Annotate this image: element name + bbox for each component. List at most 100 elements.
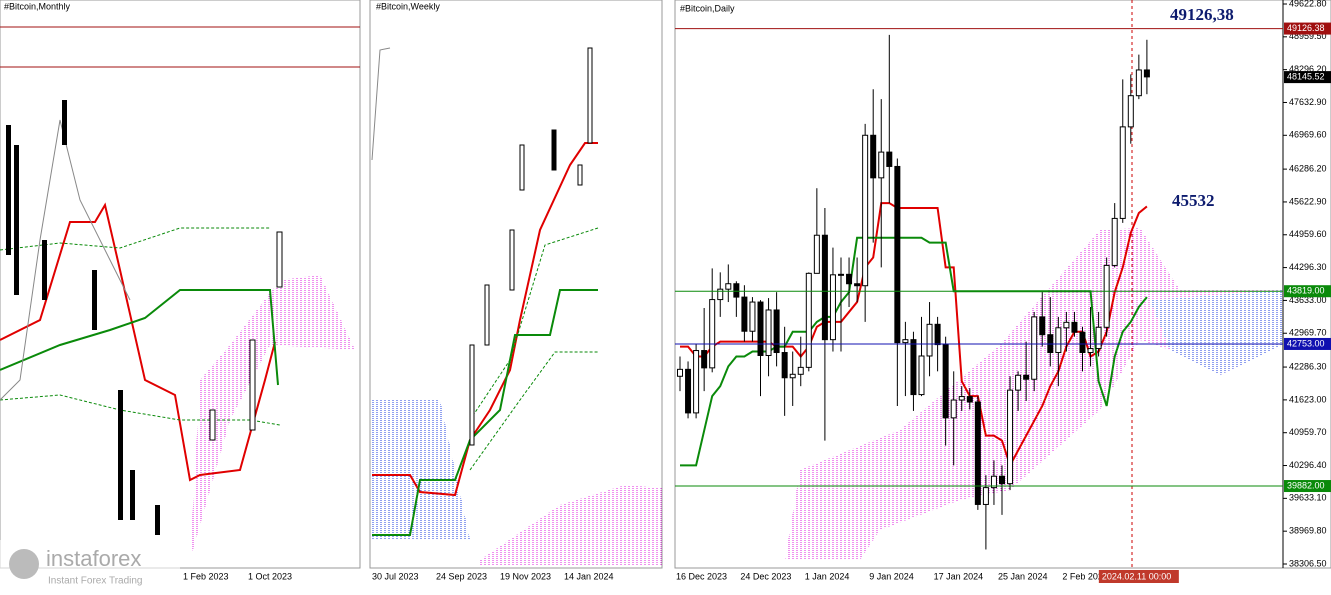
- y-tick-label: 38969.80: [1289, 526, 1327, 536]
- date-label: 1 Oct 2023: [248, 571, 292, 581]
- candle-body: [693, 350, 700, 414]
- candle-body: [1103, 264, 1110, 328]
- x-tick-label: 24 Dec 2023: [740, 571, 791, 581]
- candle-body: [838, 273, 844, 276]
- candle-body: [982, 487, 989, 505]
- candle-body: [1007, 389, 1014, 485]
- price-label: 48145.52: [1287, 71, 1325, 81]
- candle-body: [1031, 316, 1038, 380]
- date-label: 19 Nov 2023: [500, 571, 551, 581]
- candle-body: [1111, 217, 1118, 266]
- y-tick-label: 49622.80: [1289, 0, 1327, 8]
- candle-body: [805, 272, 812, 368]
- annotation: 49126,38: [1170, 5, 1234, 24]
- candle-body: [757, 301, 764, 356]
- cloud: [480, 485, 662, 565]
- candles: [6, 100, 283, 535]
- annotation: 45532: [1172, 191, 1215, 210]
- y-tick-label: 44959.60: [1289, 229, 1327, 239]
- candle-body: [765, 309, 772, 356]
- panel-title: #Bitcoin,Monthly: [4, 1, 71, 11]
- x-tick-label: 16 Dec 2023: [676, 571, 727, 581]
- y-tick-label: 42969.70: [1289, 328, 1327, 338]
- candle-body: [958, 396, 965, 401]
- panel-title: #Bitcoin,Daily: [680, 3, 735, 13]
- date-label: 1 Feb 2023: [183, 571, 229, 581]
- candle-body: [902, 339, 909, 344]
- candle-body: [685, 368, 692, 414]
- y-tick-label: 42286.30: [1289, 361, 1327, 371]
- cloud: [190, 275, 355, 560]
- candle-body: [862, 134, 869, 287]
- candle-body: [1039, 316, 1046, 336]
- candle-body: [1087, 348, 1094, 354]
- candle-body: [926, 323, 933, 357]
- candle-body: [878, 151, 885, 179]
- candle-body: [1023, 374, 1030, 380]
- candle-body: [999, 475, 1005, 485]
- candle-body: [1063, 321, 1070, 329]
- candle-body: [821, 234, 828, 341]
- candle-body: [910, 339, 917, 396]
- weekly-panel: [369, 0, 663, 569]
- tenkan: [0, 202, 276, 482]
- monthly-panel: [0, 0, 361, 569]
- y-tick-label: 40959.70: [1289, 427, 1327, 437]
- candle-body: [974, 401, 981, 505]
- candle-body: [846, 273, 853, 285]
- x-tick-label: 17 Jan 2024: [934, 571, 984, 581]
- chikou: [371, 47, 391, 161]
- date-label: 30 Jul 2023: [372, 571, 419, 581]
- kijun: [0, 289, 279, 386]
- y-tick-label: 48296.20: [1289, 64, 1327, 74]
- x-tick-label: 2 Feb 2024: [1062, 571, 1108, 581]
- level-box: [1284, 480, 1331, 493]
- candle-body: [886, 151, 893, 167]
- crosshair-box: [1098, 570, 1179, 583]
- candle-body: [854, 283, 861, 287]
- candle-body: [1127, 95, 1134, 128]
- candle-body: [813, 234, 820, 274]
- candle-body: [942, 344, 949, 419]
- y-tick-label: 46969.60: [1289, 130, 1327, 140]
- level-label: 42753.00: [1287, 338, 1325, 348]
- candle-body: [797, 366, 804, 375]
- candle-body: [1095, 326, 1102, 350]
- candle-body: [709, 299, 716, 369]
- x-tick-label: 1 Jan 2024: [805, 571, 850, 581]
- logo-tagline: Instant Forex Trading: [48, 576, 143, 587]
- date-label: 24 Sep 2023: [436, 571, 487, 581]
- y-tick-label: 44296.30: [1289, 262, 1327, 272]
- y-tick-label: 39633.10: [1289, 493, 1327, 503]
- candle-body: [1071, 321, 1078, 333]
- level-label: 49126.38: [1287, 23, 1325, 33]
- y-tick-label: 40296.40: [1289, 460, 1327, 470]
- candle-body: [717, 288, 724, 301]
- candle-body: [781, 352, 788, 379]
- y-tick-label: 41623.00: [1289, 394, 1327, 404]
- candle-body: [1079, 331, 1086, 354]
- candle-body: [733, 283, 740, 298]
- level-box: [1284, 22, 1331, 35]
- y-tick-label: 47632.90: [1289, 97, 1327, 107]
- candle-body: [1015, 374, 1022, 391]
- daily-panel: [674, 0, 1331, 569]
- candle-body: [749, 301, 756, 332]
- level-box: [1284, 337, 1331, 350]
- level-label: 39882.00: [1287, 480, 1325, 490]
- candle-body: [950, 399, 957, 419]
- candle-body: [741, 296, 748, 332]
- y-tick-label: 45622.90: [1289, 196, 1327, 206]
- candle-body: [789, 373, 796, 379]
- candle-body: [773, 309, 780, 354]
- x-tick-label: 9 Jan 2024: [869, 571, 914, 581]
- candle-body: [1055, 327, 1062, 354]
- panel-title: #Bitcoin,Weekly: [376, 1, 440, 11]
- cloud: [1150, 290, 1283, 375]
- y-tick-label: 38306.50: [1289, 558, 1327, 568]
- candle-body: [966, 396, 973, 403]
- y-tick-label: 48959.50: [1289, 31, 1327, 41]
- span: [469, 227, 599, 471]
- candle-body: [1119, 126, 1126, 219]
